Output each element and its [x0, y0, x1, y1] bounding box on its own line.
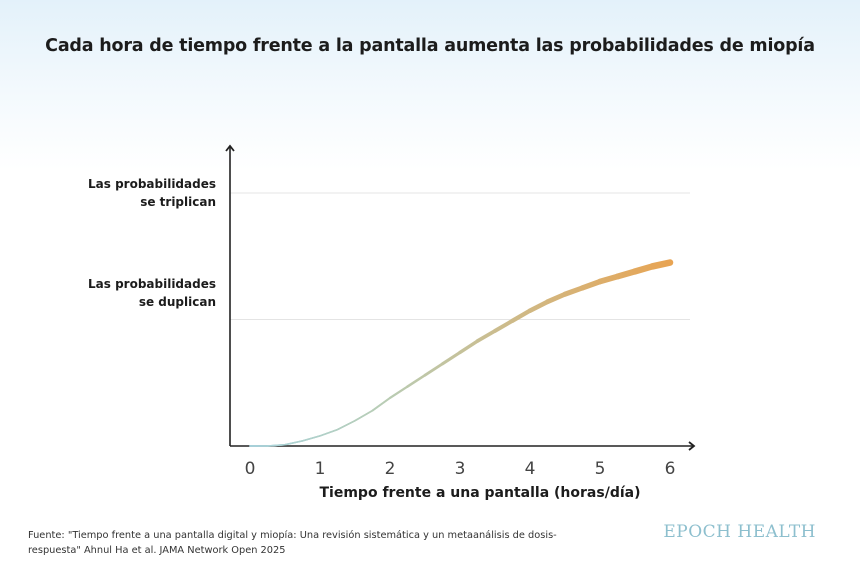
series-line — [249, 261, 671, 447]
y-label-triple-line1: Las probabilidades — [88, 177, 216, 191]
x-tick-label: 6 — [665, 459, 676, 479]
x-tick-label: 0 — [245, 459, 256, 479]
y-label-triple-line2: se triplican — [140, 194, 216, 209]
source-line1: Fuente: "Tiempo frente a una pantalla di… — [28, 530, 557, 541]
x-tick-label: 1 — [315, 459, 326, 479]
y-label-double: Las probabilidades se duplican — [16, 276, 216, 311]
x-axis-label: Tiempo frente a una pantalla (horas/día) — [319, 485, 641, 501]
x-tick-label: 3 — [455, 459, 466, 479]
series-band — [249, 261, 671, 447]
source-line2: respuesta" Ahnul Ha et al. JAMA Network … — [28, 545, 286, 556]
chart-title: Cada hora de tiempo frente a la pantalla… — [45, 36, 815, 56]
y-label-triple: Las probabilidades se triplican — [16, 176, 216, 211]
x-tick-label: 4 — [525, 459, 536, 479]
source-note: Fuente: "Tiempo frente a una pantalla di… — [28, 528, 588, 558]
x-tick-label: 2 — [385, 459, 396, 479]
y-label-double-line2: se duplican — [138, 294, 216, 309]
y-label-double-line1: Las probabilidades — [88, 277, 216, 291]
x-tick-label: 5 — [595, 459, 606, 479]
brand-logo: EPOCH HEALTH — [663, 522, 816, 542]
